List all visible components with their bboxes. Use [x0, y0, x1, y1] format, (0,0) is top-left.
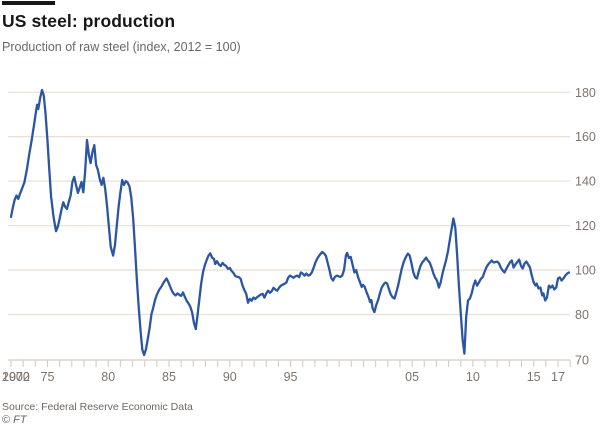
title-accent-bar [2, 1, 55, 5]
y-label-120: 120 [575, 219, 596, 233]
source-note: Source: Federal Reserve Economic Data [2, 401, 193, 413]
chart-title: US steel: production [2, 11, 176, 31]
x-label-15: 15 [527, 370, 541, 384]
copyright-symbol: © [2, 414, 11, 426]
x-label-95: 95 [284, 370, 298, 384]
x-label-2000: 2000 [2, 370, 30, 384]
x-label-17: 17 [551, 370, 565, 384]
copyright-note: © FT [2, 414, 27, 426]
y-label-100: 100 [575, 264, 596, 278]
y-label-160: 160 [575, 130, 596, 144]
x-label-1972: 1972 [2, 370, 30, 384]
x-label-85: 85 [162, 370, 176, 384]
y-label-80: 80 [575, 308, 589, 322]
ft-brand: FT [13, 414, 27, 426]
x-label-05: 05 [405, 370, 419, 384]
x-label-80: 80 [101, 370, 115, 384]
x-label-10: 10 [466, 370, 480, 384]
y-label-140: 140 [575, 175, 596, 189]
y-label-180: 180 [575, 86, 596, 100]
production-line [9, 88, 571, 357]
x-label-90: 90 [223, 370, 237, 384]
y-label-70: 70 [575, 354, 589, 368]
x-label-75: 75 [41, 370, 55, 384]
chart-subtitle: Production of raw steel (index, 2012 = 1… [2, 40, 241, 54]
